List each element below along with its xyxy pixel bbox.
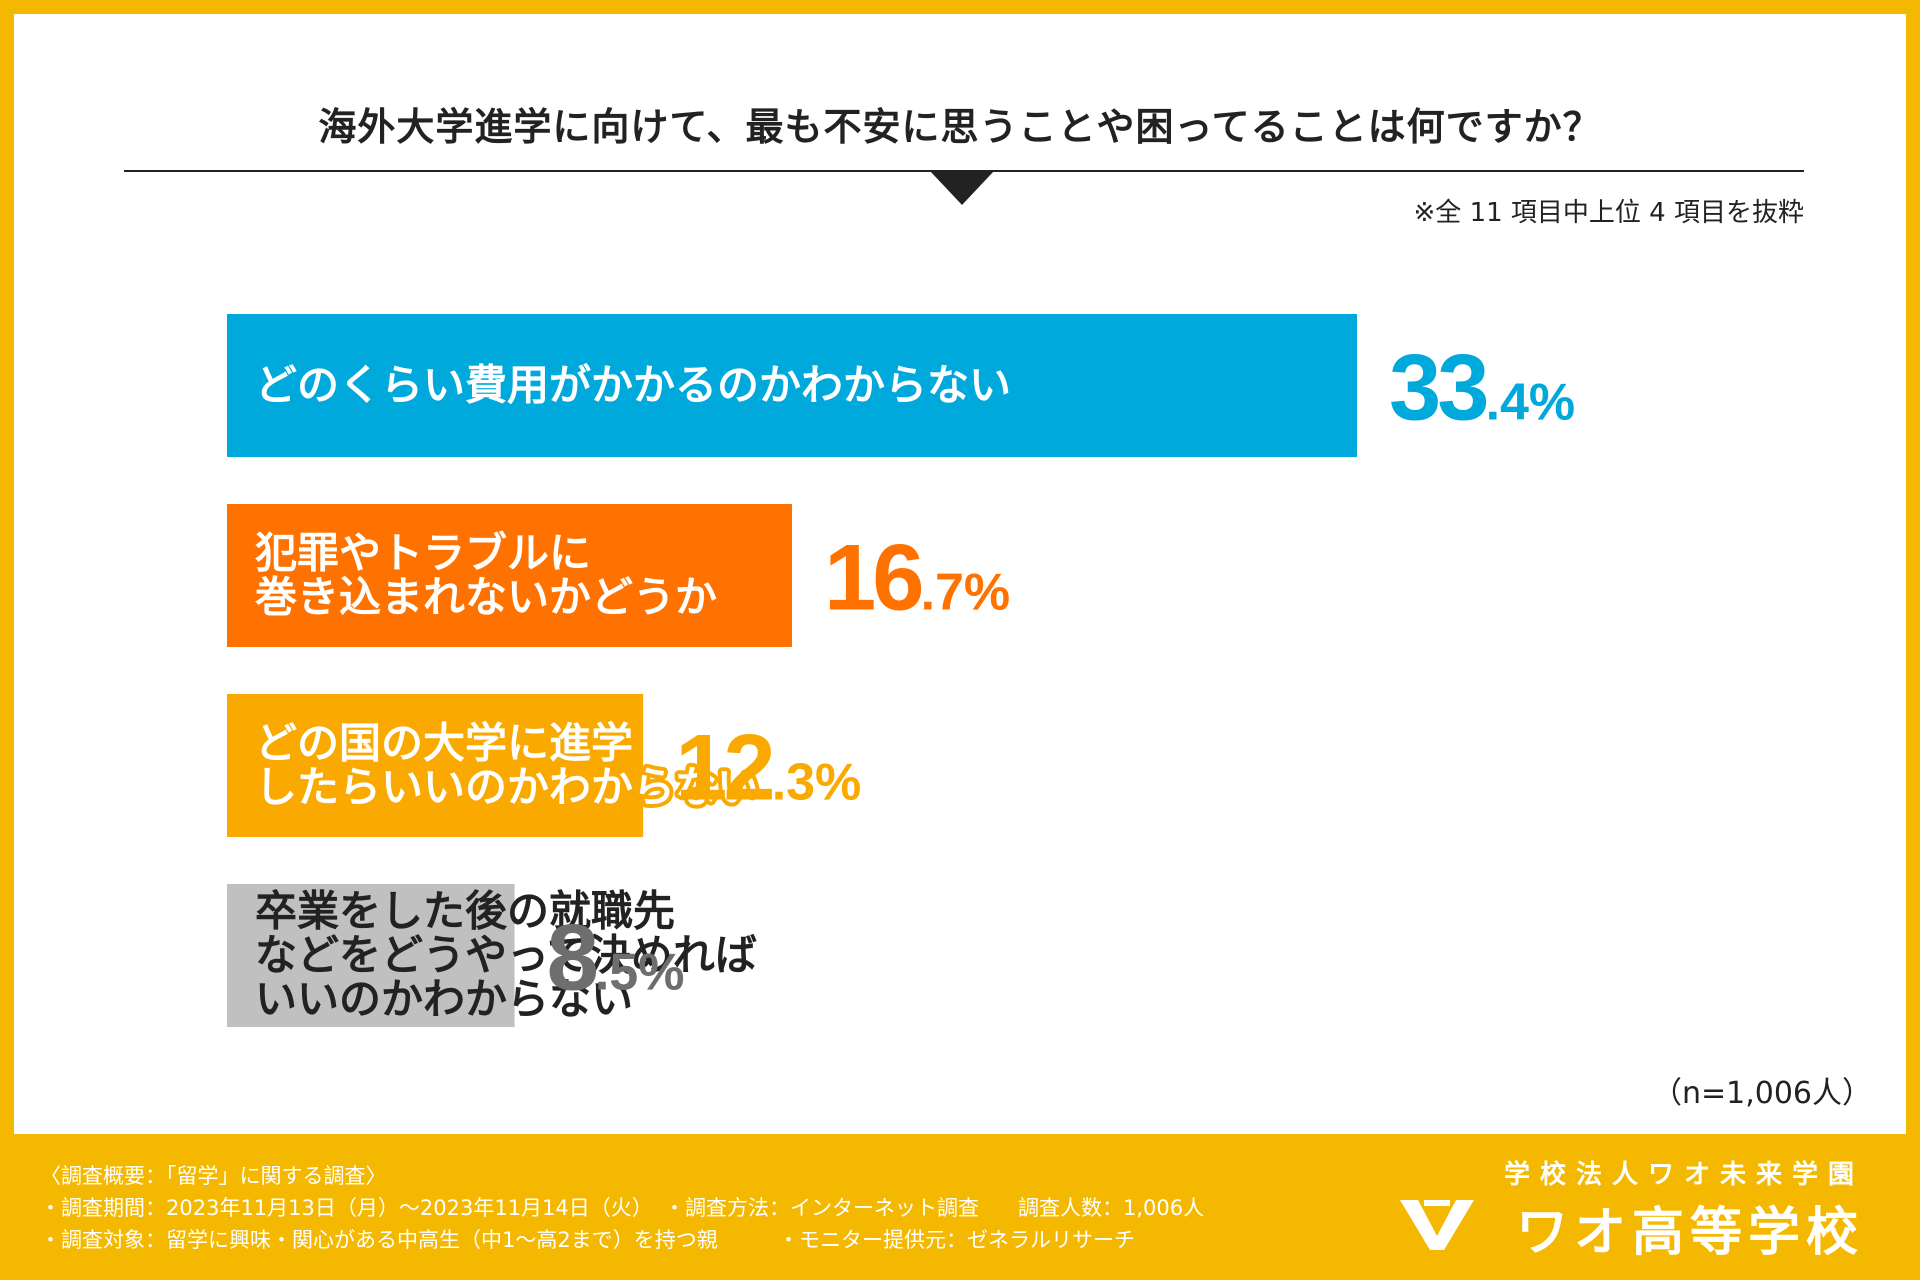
bar bbox=[227, 884, 515, 1027]
bar-label: 巻き込まれないかどうか bbox=[255, 573, 717, 622]
wao-logo-icon bbox=[1400, 1200, 1474, 1250]
brand-subtitle: 学校法人ワオ未来学園 bbox=[1503, 1160, 1864, 1190]
survey-method: ・調査方法：インターネット調査 bbox=[664, 1196, 979, 1220]
value-decimal: .4% bbox=[1486, 374, 1576, 432]
bar bbox=[227, 504, 792, 647]
value-integer: 12 bbox=[675, 715, 772, 820]
value-integer: 33 bbox=[1389, 335, 1486, 440]
bar-label: どの国の大学に進学 bbox=[255, 719, 633, 768]
monitor-provider: ・モニター提供元：ゼネラルリサーチ bbox=[778, 1228, 1135, 1252]
pointer-triangle-icon bbox=[930, 171, 994, 205]
value-integer: 8 bbox=[547, 905, 597, 1010]
page-title: 海外大学進学に向けて、最も不安に思うことや困ってることは何ですか？ bbox=[318, 105, 1602, 149]
bar-label: どのくらい費用がかかるのかわからない bbox=[255, 361, 1011, 410]
bar-label: 犯罪やトラブルに bbox=[255, 529, 591, 578]
bar bbox=[227, 694, 644, 837]
value-decimal: .7% bbox=[921, 564, 1011, 622]
bar-label: いいのかわからない bbox=[255, 975, 633, 1024]
value-integer: 16 bbox=[824, 525, 921, 630]
footer: 〈調査概要：「留学」に関する調査〉 ・調査期間：2023年11月13日（月）〜2… bbox=[14, 1134, 1906, 1266]
value-label: 12.3% bbox=[675, 715, 861, 820]
bar-label: などをどうやって決めれば bbox=[255, 931, 757, 980]
value-label: 16.7% bbox=[824, 525, 1010, 630]
value-label: 33.4% bbox=[1389, 335, 1575, 440]
survey-period: ・調査期間：2023年11月13日（月）〜2023年11月14日（火） bbox=[40, 1196, 653, 1220]
selection-note: ※全 11 項目中上位 4 項目を抜粋 bbox=[1413, 198, 1804, 228]
survey-title: 〈調査概要：「留学」に関する調査〉 bbox=[40, 1164, 387, 1188]
brand-name: ワオ高等学校 bbox=[1515, 1203, 1864, 1263]
value-decimal: .5% bbox=[595, 944, 685, 1002]
survey-target: ・調査対象：留学に興味・関心がある中高生（中1〜高2まで）を持つ親 bbox=[40, 1228, 718, 1252]
bar bbox=[227, 314, 1357, 457]
survey-count: 調査人数：1,006人 bbox=[1018, 1196, 1205, 1220]
bar-label: 卒業をした後の就職先 bbox=[255, 887, 675, 936]
bar-label: したらいいのかわからない bbox=[255, 763, 759, 812]
value-label: 8.5% bbox=[547, 905, 685, 1010]
value-decimal: .3% bbox=[772, 754, 862, 812]
sample-size: （n=1,006人） bbox=[1651, 1076, 1872, 1111]
